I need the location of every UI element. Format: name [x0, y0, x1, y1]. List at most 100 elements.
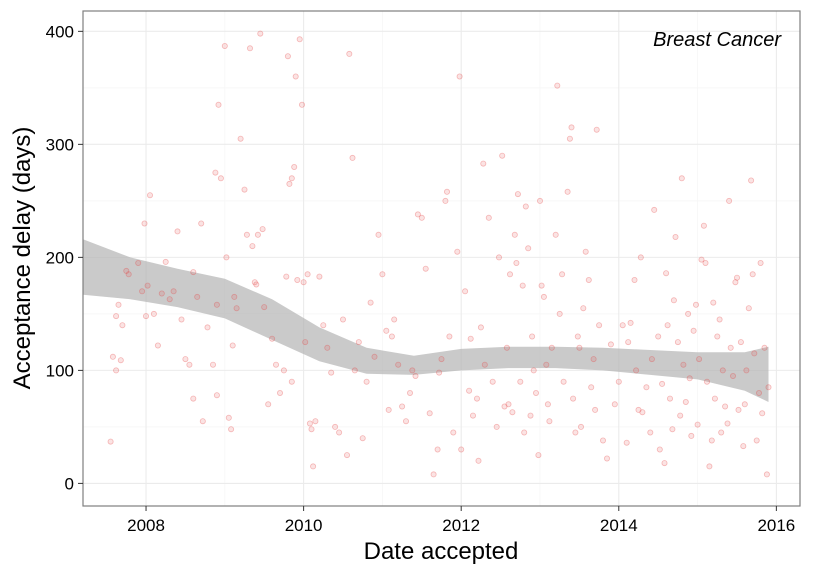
data-point — [320, 322, 327, 329]
data-point — [503, 344, 510, 351]
data-point — [231, 293, 238, 300]
data-point — [141, 220, 148, 227]
data-point — [648, 356, 655, 363]
panel-border — [82, 10, 801, 507]
data-point — [727, 344, 734, 351]
data-point — [217, 175, 224, 182]
data-point — [359, 435, 366, 442]
data-point — [174, 228, 181, 235]
data-point — [166, 296, 173, 303]
data-point — [538, 282, 545, 289]
data-point — [284, 53, 291, 60]
data-point — [294, 276, 301, 283]
data-point — [199, 418, 206, 425]
data-point — [135, 259, 142, 266]
smooth-confidence-band — [83, 239, 769, 402]
data-point — [249, 243, 256, 250]
data-point — [670, 297, 677, 304]
data-point — [592, 406, 599, 413]
x-tick-label: 2010 — [285, 516, 323, 535]
data-point — [158, 290, 165, 297]
data-point — [269, 335, 276, 342]
data-point — [548, 344, 555, 351]
data-point — [761, 344, 768, 351]
data-point — [351, 367, 358, 374]
x-axis-title: Date accepted — [364, 538, 519, 565]
data-point — [237, 135, 244, 142]
data-point — [694, 421, 701, 428]
data-point — [619, 322, 626, 329]
y-tick-label: 200 — [46, 248, 74, 267]
data-point — [693, 301, 700, 308]
data-point — [213, 301, 220, 308]
data-point — [506, 271, 513, 278]
data-point — [150, 310, 157, 317]
data-point — [607, 341, 614, 348]
data-point — [469, 412, 476, 419]
data-point — [664, 322, 671, 329]
data-point — [371, 353, 378, 360]
data-point — [635, 406, 642, 413]
data-point — [253, 281, 260, 288]
data-point — [514, 191, 521, 198]
data-point — [443, 188, 450, 195]
data-point — [685, 310, 692, 317]
data-point — [117, 357, 124, 364]
data-point — [312, 418, 319, 425]
data-point — [611, 401, 618, 408]
data-point — [730, 372, 737, 379]
data-point — [667, 395, 674, 402]
data-point — [722, 403, 729, 410]
data-point — [702, 259, 709, 266]
data-point — [291, 163, 298, 170]
data-point — [402, 418, 409, 425]
data-point — [637, 254, 644, 261]
data-point — [349, 154, 356, 161]
data-point — [436, 369, 443, 376]
x-tick-label: 2012 — [442, 516, 480, 535]
data-point — [696, 356, 703, 363]
data-point — [669, 426, 676, 433]
data-point — [310, 463, 317, 470]
data-point — [749, 271, 756, 278]
data-point — [300, 279, 307, 286]
data-point — [499, 152, 506, 159]
data-point — [485, 214, 492, 221]
data-point — [711, 395, 718, 402]
data-point — [546, 418, 553, 425]
data-point — [458, 446, 465, 453]
data-point — [540, 293, 547, 300]
data-point — [363, 378, 370, 385]
data-point — [672, 233, 679, 240]
data-point — [737, 339, 744, 346]
data-point — [142, 313, 149, 320]
data-point — [418, 214, 425, 221]
data-point — [190, 269, 197, 276]
data-point — [590, 356, 597, 363]
data-point — [223, 254, 230, 261]
data-point — [655, 333, 662, 340]
data-point — [438, 356, 445, 363]
data-point — [763, 471, 770, 478]
data-point — [554, 82, 561, 89]
data-point — [113, 367, 120, 374]
major-gridlines — [83, 11, 800, 506]
data-point — [178, 316, 185, 323]
data-point — [233, 305, 240, 312]
data-point — [450, 429, 457, 436]
data-point — [522, 203, 529, 210]
data-point — [639, 409, 646, 416]
data-point — [759, 410, 766, 417]
y-tick-label: 300 — [46, 135, 74, 154]
data-point — [682, 398, 689, 405]
y-axis-title: Acceptance delay (days) — [9, 127, 36, 390]
data-point — [726, 197, 733, 204]
data-point — [154, 342, 161, 349]
data-point — [182, 356, 189, 363]
data-point — [395, 361, 402, 368]
data-point — [680, 361, 687, 368]
data-point — [475, 457, 482, 464]
data-point — [332, 423, 339, 430]
data-point — [109, 353, 116, 360]
data-point — [442, 197, 449, 204]
